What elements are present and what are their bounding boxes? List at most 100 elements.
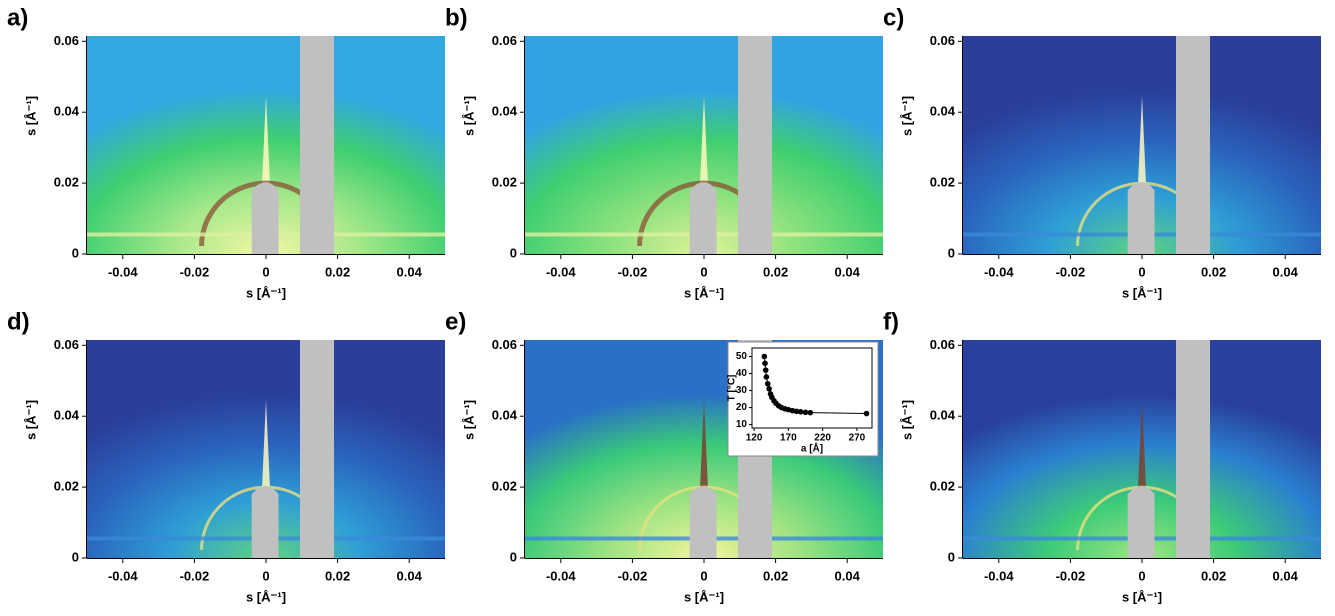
x-axis-label: s [Å⁻¹] (684, 285, 724, 300)
y-tick-label: 0.02 (54, 175, 79, 190)
y-tick-label: 0.06 (492, 33, 517, 48)
y-tick-label: 0.06 (930, 337, 955, 352)
x-tick-label: -0.02 (1056, 264, 1086, 279)
panel: -0.04 -0.02 0 0.02 0.04 0 0.02 0.04 0.06 s [Å⁻¹] s… (883, 308, 1321, 604)
beamstop (300, 36, 334, 254)
x-axis-label: s [Å⁻¹] (1122, 589, 1162, 604)
scattering-image (963, 36, 1321, 254)
y-tick-label: 0.06 (54, 33, 79, 48)
beamstop-center (690, 182, 717, 254)
x-tick-label: -0.04 (546, 264, 576, 279)
x-tick-label: -0.04 (984, 264, 1014, 279)
x-tick-label: -0.02 (1056, 568, 1086, 583)
x-tick-label: -0.02 (618, 264, 648, 279)
inset-y-tick-label: 20 (736, 402, 748, 413)
inset-point (864, 411, 870, 417)
x-tick-label: 0.04 (835, 568, 861, 583)
figure: -0.04 -0.02 0 0.02 0.04 0 0.02 0.04 0.06 s [Å⁻¹] s… (0, 0, 1335, 616)
inset-point (803, 410, 809, 416)
scattering-image (87, 340, 445, 558)
beamstop-center (690, 486, 717, 558)
y-axis-label: s [Å⁻¹] (461, 400, 476, 440)
x-tick-label: -0.02 (180, 264, 210, 279)
y-tick-label: 0.02 (930, 175, 955, 190)
panel: -0.04 -0.02 0 0.02 0.04 0 0.02 0.04 0.06 s [Å⁻¹] s… (445, 308, 883, 604)
x-tick-label: -0.02 (618, 568, 648, 583)
panel-label: b) (445, 4, 468, 31)
y-tick-label: 0 (510, 549, 517, 564)
x-tick-label: 0.04 (1273, 264, 1299, 279)
inset-point (762, 354, 768, 360)
y-tick-label: 0.04 (492, 408, 518, 423)
x-tick-label: -0.04 (546, 568, 576, 583)
inset-x-tick-label: 220 (814, 433, 831, 444)
beamstop (1176, 340, 1210, 558)
x-tick-label: 0 (1138, 264, 1145, 279)
y-tick-label: 0.06 (930, 33, 955, 48)
y-axis-label: s [Å⁻¹] (461, 96, 476, 136)
x-tick-label: 0.02 (1201, 264, 1226, 279)
x-tick-label: 0.02 (325, 568, 350, 583)
y-tick-label: 0.02 (492, 479, 517, 494)
beamstop-center (252, 182, 279, 254)
y-axis-label: s [Å⁻¹] (23, 96, 38, 136)
beamstop (300, 340, 334, 558)
y-tick-label: 0 (948, 549, 955, 564)
y-tick-label: 0.04 (930, 104, 956, 119)
inset-point (763, 367, 769, 373)
x-tick-label: 0.04 (1273, 568, 1299, 583)
y-tick-label: 0.06 (54, 337, 79, 352)
inset-x-label: a [Å] (801, 442, 823, 455)
panel-label: d) (7, 308, 30, 335)
x-axis-label: s [Å⁻¹] (1122, 285, 1162, 300)
panel: -0.04 -0.02 0 0.02 0.04 0 0.02 0.04 0.06 s [Å⁻¹] s… (883, 4, 1321, 300)
y-axis-label: s [Å⁻¹] (899, 96, 914, 136)
y-tick-label: 0 (510, 245, 517, 260)
y-tick-label: 0.06 (492, 337, 517, 352)
y-tick-label: 0 (948, 245, 955, 260)
scattering-image (525, 36, 883, 254)
y-tick-label: 0.04 (930, 408, 956, 423)
x-tick-label: 0 (262, 264, 269, 279)
y-axis-label: s [Å⁻¹] (899, 400, 914, 440)
x-tick-label: -0.04 (108, 264, 138, 279)
inset-y-tick-label: 10 (736, 419, 748, 430)
panel-label: f) (883, 308, 899, 335)
x-tick-label: 0 (1138, 568, 1145, 583)
panel-label: a) (7, 4, 28, 31)
x-tick-label: 0.04 (397, 264, 423, 279)
x-axis-label: s [Å⁻¹] (246, 285, 286, 300)
inset-point (762, 361, 768, 367)
inset-point (807, 410, 813, 416)
x-tick-label: 0 (700, 568, 707, 583)
inset-point (798, 409, 804, 415)
y-tick-label: 0.02 (54, 479, 79, 494)
x-tick-label: 0.04 (397, 568, 423, 583)
y-axis-label: s [Å⁻¹] (23, 400, 38, 440)
x-tick-label: -0.04 (108, 568, 138, 583)
x-tick-label: 0.02 (325, 264, 350, 279)
y-tick-label: 0.02 (930, 479, 955, 494)
y-tick-label: 0.04 (492, 104, 518, 119)
beamstop-center (1128, 182, 1155, 254)
beamstop-center (252, 486, 279, 558)
x-tick-label: -0.02 (180, 568, 210, 583)
beamstop-center (1128, 486, 1155, 558)
x-tick-label: 0.02 (1201, 568, 1226, 583)
inset-x-tick-label: 120 (746, 433, 763, 444)
y-tick-label: 0.04 (54, 104, 80, 119)
x-tick-label: -0.04 (984, 568, 1014, 583)
x-axis-label: s [Å⁻¹] (684, 589, 724, 604)
x-tick-label: 0.02 (763, 568, 788, 583)
y-tick-label: 0.04 (54, 408, 80, 423)
y-tick-label: 0.02 (492, 175, 517, 190)
inset-y-label: T [°C] (727, 375, 738, 402)
x-tick-label: 0 (700, 264, 707, 279)
x-tick-label: 0.02 (763, 264, 788, 279)
scattering-image (963, 340, 1321, 558)
inset-x-tick-label: 270 (849, 433, 866, 444)
x-tick-label: 0 (262, 568, 269, 583)
scattering-image (87, 36, 445, 254)
